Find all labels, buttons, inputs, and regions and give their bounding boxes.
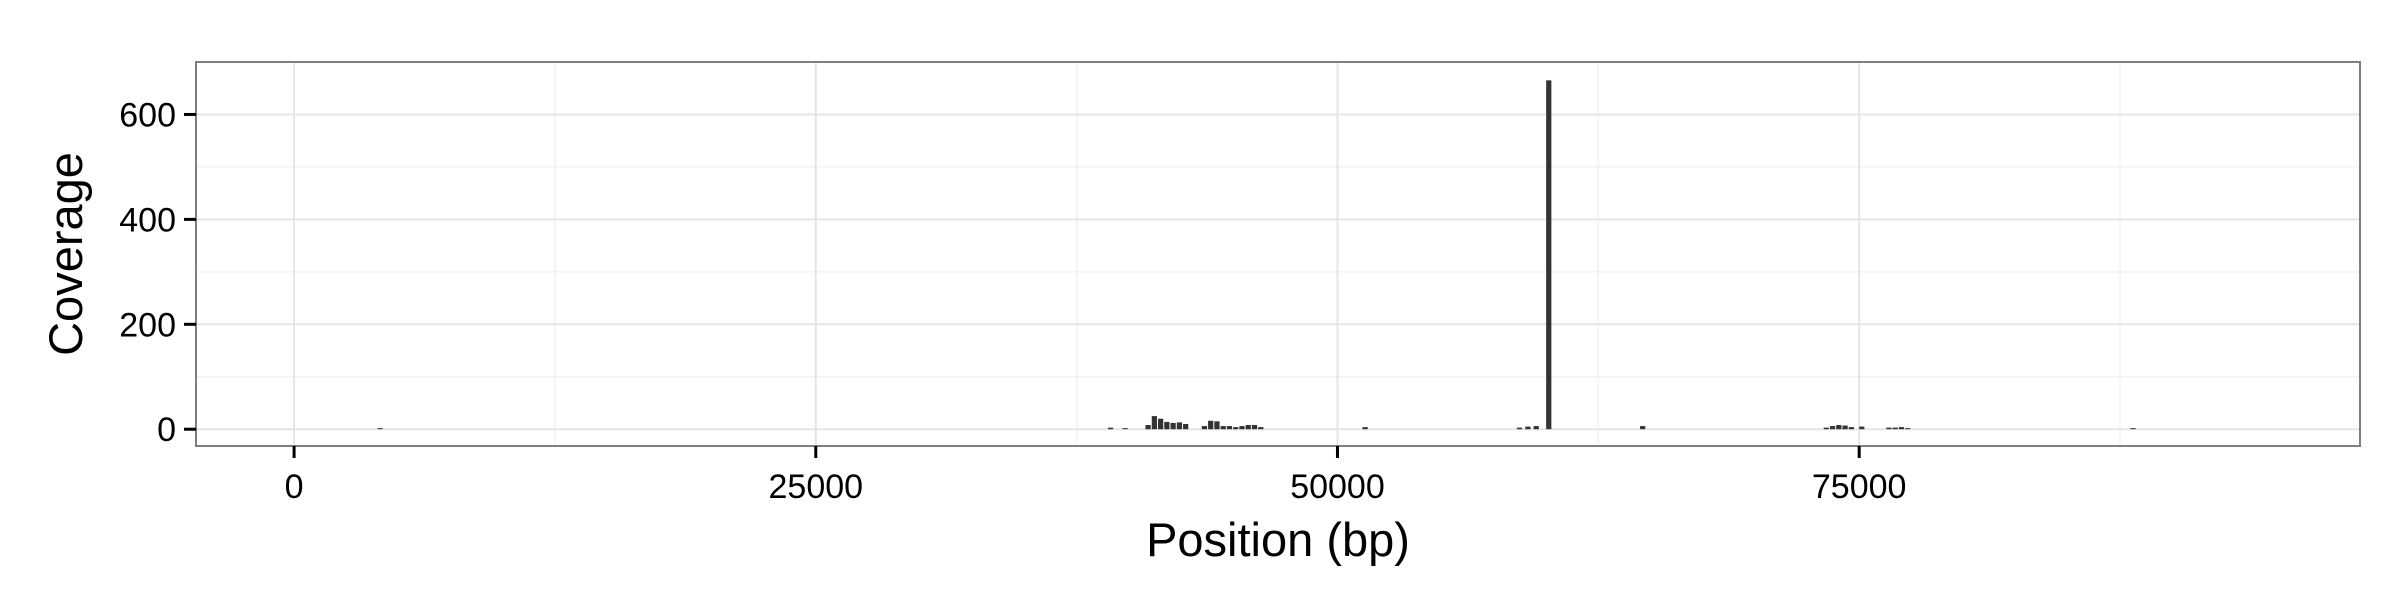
coverage-bar bbox=[1233, 427, 1239, 430]
y-tick-label: 0 bbox=[157, 411, 176, 449]
coverage-bar bbox=[1214, 421, 1220, 430]
coverage-bar bbox=[1164, 421, 1170, 430]
coverage-bar bbox=[1245, 425, 1251, 430]
x-axis: 0 25000 50000 75000 bbox=[285, 446, 1907, 506]
x-tick-label: 75000 bbox=[1812, 468, 1907, 506]
coverage-bar bbox=[1107, 427, 1114, 430]
coverage-bar bbox=[377, 428, 383, 430]
coverage-bar bbox=[1258, 427, 1264, 430]
coverage-bar bbox=[1170, 422, 1176, 430]
x-tick-label: 0 bbox=[285, 468, 304, 506]
coverage-bar bbox=[1525, 426, 1531, 430]
coverage-bar bbox=[1362, 427, 1368, 430]
x-axis-title: Position (bp) bbox=[1146, 513, 1410, 566]
y-axis: 0 200 400 600 bbox=[119, 96, 196, 449]
coverage-bar bbox=[1823, 427, 1829, 430]
coverage-bar bbox=[1886, 427, 1892, 430]
y-tick-label: 600 bbox=[119, 96, 176, 134]
y-tick-label: 200 bbox=[119, 306, 176, 344]
y-axis-title: Coverage bbox=[39, 152, 92, 356]
coverage-bars bbox=[377, 80, 2136, 430]
x-tick-label: 50000 bbox=[1290, 468, 1385, 506]
coverage-bar bbox=[1859, 426, 1865, 430]
coverage-bar bbox=[1546, 80, 1552, 430]
coverage-bar bbox=[2130, 428, 2136, 430]
coverage-bar bbox=[1122, 428, 1128, 430]
plot-panel-border bbox=[195, 61, 2361, 447]
coverage-bar bbox=[1176, 422, 1183, 430]
coverage-bar bbox=[1145, 425, 1151, 430]
coverage-bar bbox=[1251, 425, 1258, 430]
coverage-bar bbox=[1898, 427, 1905, 430]
coverage-bar bbox=[1516, 427, 1523, 430]
coverage-bar bbox=[1220, 426, 1226, 430]
coverage-bar bbox=[1158, 418, 1164, 430]
coverage-bar bbox=[1905, 428, 1911, 430]
major-gridlines bbox=[196, 62, 2360, 446]
coverage-bar bbox=[1892, 427, 1898, 430]
y-tick-label: 400 bbox=[119, 201, 176, 239]
coverage-bar bbox=[1208, 420, 1214, 430]
x-tick-label: 25000 bbox=[769, 468, 864, 506]
coverage-bar bbox=[1239, 426, 1245, 430]
coverage-bar bbox=[1848, 427, 1854, 430]
coverage-bar bbox=[1201, 426, 1208, 430]
coverage-bar bbox=[1640, 426, 1646, 430]
coverage-bar bbox=[1829, 426, 1836, 430]
coverage-bar bbox=[1183, 423, 1189, 430]
coverage-bar bbox=[1226, 426, 1233, 430]
coverage-bar bbox=[1533, 426, 1539, 430]
coverage-bar bbox=[1151, 416, 1157, 430]
coverage-bar bbox=[1836, 425, 1842, 430]
coverage-bar bbox=[1842, 425, 1848, 430]
minor-gridlines bbox=[196, 61, 2360, 446]
